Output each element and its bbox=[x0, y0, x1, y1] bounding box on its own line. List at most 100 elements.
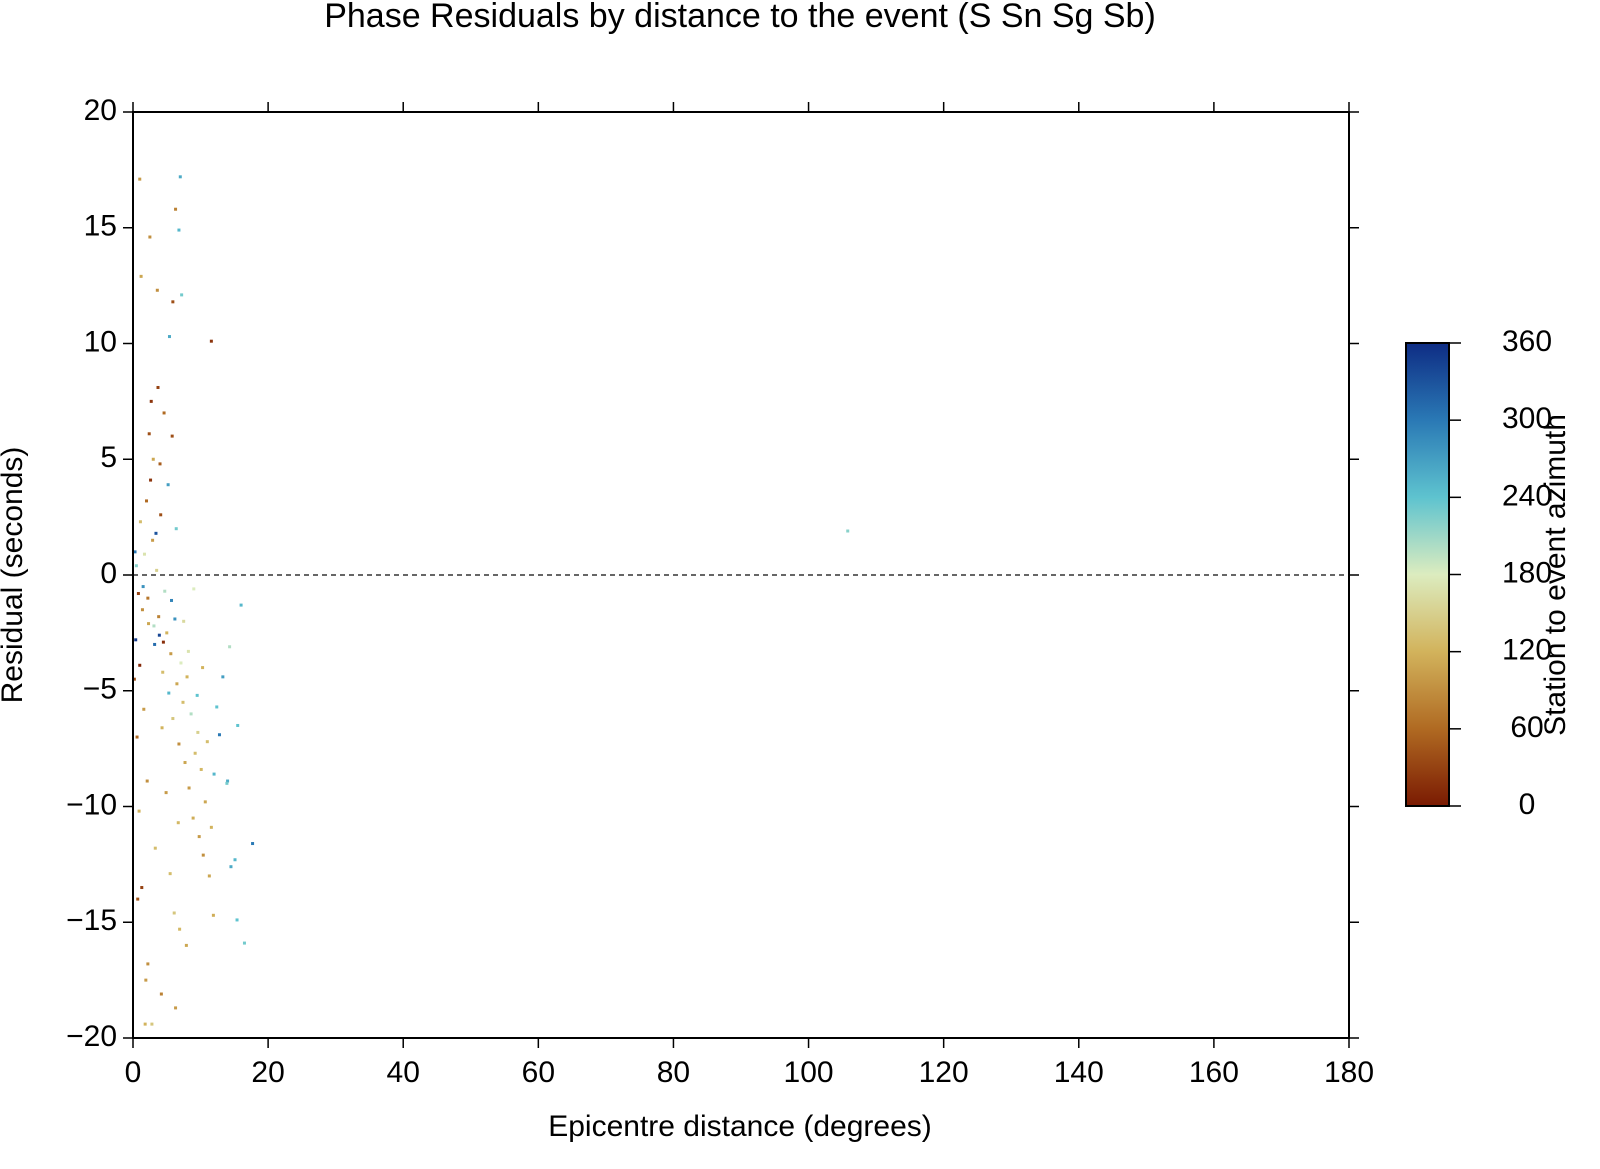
x-tick-label: 60 bbox=[522, 1056, 555, 1089]
point bbox=[170, 598, 174, 602]
y-tick-label: 20 bbox=[84, 94, 117, 127]
point bbox=[174, 1006, 178, 1010]
point bbox=[161, 640, 165, 644]
point bbox=[169, 652, 173, 656]
point bbox=[174, 527, 178, 531]
x-tick-label: 20 bbox=[251, 1056, 284, 1089]
colorbar bbox=[1405, 342, 1450, 807]
point bbox=[136, 592, 140, 596]
point bbox=[148, 235, 152, 239]
point bbox=[186, 649, 190, 653]
point bbox=[846, 529, 850, 533]
point bbox=[153, 846, 157, 850]
point bbox=[147, 622, 151, 626]
y-axis-label: Residual (seconds) bbox=[0, 447, 29, 704]
chart-title: Phase Residuals by distance to the event… bbox=[324, 0, 1156, 35]
y-tick-label: 15 bbox=[84, 210, 117, 243]
point bbox=[196, 730, 200, 734]
point bbox=[177, 228, 181, 232]
x-tick-label: 100 bbox=[784, 1056, 834, 1089]
point bbox=[193, 751, 197, 755]
point bbox=[201, 666, 205, 670]
point bbox=[167, 691, 171, 695]
point bbox=[172, 911, 176, 915]
point bbox=[152, 624, 156, 628]
point bbox=[187, 786, 191, 790]
point bbox=[135, 735, 139, 739]
y-tick-label: −5 bbox=[83, 673, 117, 706]
colorbar-tick-label: 120 bbox=[1502, 634, 1552, 667]
point bbox=[228, 645, 232, 649]
point bbox=[183, 761, 187, 765]
point bbox=[201, 853, 205, 857]
point bbox=[203, 800, 207, 804]
point bbox=[151, 538, 155, 542]
point bbox=[157, 615, 161, 619]
point bbox=[156, 385, 160, 389]
y-tick-label: −15 bbox=[66, 904, 117, 937]
point bbox=[150, 1022, 154, 1026]
colorbar-tick-label: 360 bbox=[1502, 325, 1552, 358]
point bbox=[157, 633, 161, 637]
point bbox=[226, 779, 230, 783]
point bbox=[176, 821, 180, 825]
x-tick-label: 0 bbox=[125, 1056, 142, 1089]
x-tick-label: 40 bbox=[387, 1056, 420, 1089]
point bbox=[162, 411, 166, 415]
x-tick-label: 80 bbox=[657, 1056, 690, 1089]
point bbox=[229, 865, 233, 869]
point bbox=[147, 432, 151, 436]
point bbox=[138, 520, 142, 524]
point bbox=[160, 726, 164, 730]
point bbox=[140, 608, 144, 612]
point bbox=[138, 177, 142, 181]
point bbox=[215, 705, 219, 709]
point bbox=[151, 457, 155, 461]
colorbar-tick-label: 180 bbox=[1502, 556, 1552, 589]
point bbox=[149, 478, 153, 482]
point bbox=[173, 617, 177, 621]
point bbox=[145, 499, 149, 503]
point bbox=[242, 941, 246, 945]
point bbox=[140, 886, 144, 890]
point bbox=[197, 835, 201, 839]
point bbox=[153, 642, 157, 646]
point bbox=[137, 809, 141, 813]
point bbox=[233, 858, 237, 862]
point bbox=[212, 772, 216, 776]
point bbox=[184, 943, 188, 947]
point bbox=[161, 670, 165, 674]
point bbox=[158, 462, 162, 466]
colorbar-tick-label: 60 bbox=[1510, 711, 1543, 744]
point bbox=[154, 531, 158, 535]
point bbox=[138, 663, 142, 667]
x-axis-label: Epicentre distance (degrees) bbox=[548, 1110, 932, 1143]
point bbox=[171, 717, 175, 721]
point bbox=[199, 767, 203, 771]
point bbox=[179, 661, 183, 665]
point bbox=[170, 434, 174, 438]
point bbox=[174, 207, 178, 211]
point bbox=[155, 568, 159, 572]
point bbox=[181, 700, 185, 704]
point bbox=[239, 603, 243, 607]
point bbox=[178, 927, 182, 931]
point bbox=[159, 992, 163, 996]
point bbox=[217, 733, 221, 737]
colorbar-tick-label: 300 bbox=[1502, 402, 1552, 435]
point bbox=[185, 675, 189, 679]
point bbox=[178, 175, 182, 179]
point bbox=[221, 675, 225, 679]
point bbox=[164, 791, 168, 795]
point bbox=[180, 293, 184, 297]
point bbox=[146, 596, 150, 600]
point bbox=[209, 825, 213, 829]
point bbox=[168, 872, 172, 876]
point bbox=[142, 707, 146, 711]
y-tick-label: 10 bbox=[84, 325, 117, 358]
point bbox=[251, 842, 255, 846]
point bbox=[149, 399, 153, 403]
colorbar-tick-label: 240 bbox=[1502, 479, 1552, 512]
point bbox=[144, 978, 148, 982]
